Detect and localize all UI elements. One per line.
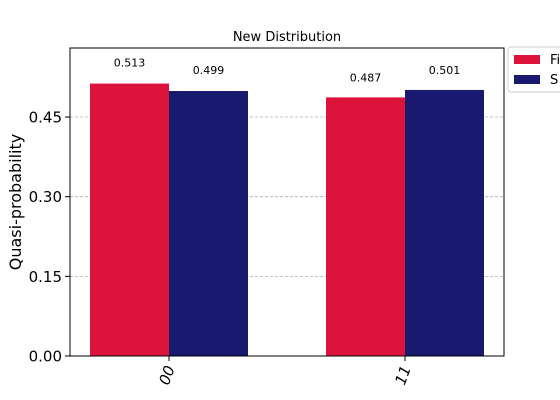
bar-00-Fi [90, 83, 169, 356]
bars [90, 83, 484, 357]
bar-00-S [169, 91, 248, 356]
data-label: 0.513 [114, 57, 146, 70]
bar-11-Fi [326, 97, 405, 357]
legend-swatch [514, 75, 540, 84]
legend-swatch [514, 55, 540, 64]
bar-11-S [405, 89, 484, 356]
y-axis-label: Quasi-probability [6, 134, 25, 270]
x-tick-label: 11 [391, 363, 414, 387]
data-label: 0.501 [429, 64, 461, 77]
plot-frame [69, 47, 505, 357]
x-tick-label: 00 [155, 363, 178, 387]
legend[interactable]: Fi S [507, 46, 560, 93]
y-tick-label: 0.45 [29, 109, 62, 127]
x-axis: 00 11 [155, 356, 415, 387]
y-axis: 0.00 0.15 0.30 0.45 [29, 109, 70, 366]
legend-label: S [550, 73, 558, 88]
y-tick-label: 0.15 [29, 268, 62, 286]
y-tick-label: 0.00 [29, 348, 62, 366]
data-labels: 0.513 0.499 0.487 0.501 [114, 57, 461, 85]
y-tick-label: 0.30 [29, 188, 62, 206]
data-label: 0.499 [193, 64, 225, 77]
data-label: 0.487 [350, 71, 382, 84]
chart-title: New Distribution [233, 30, 341, 45]
legend-label: Fi [550, 53, 560, 68]
